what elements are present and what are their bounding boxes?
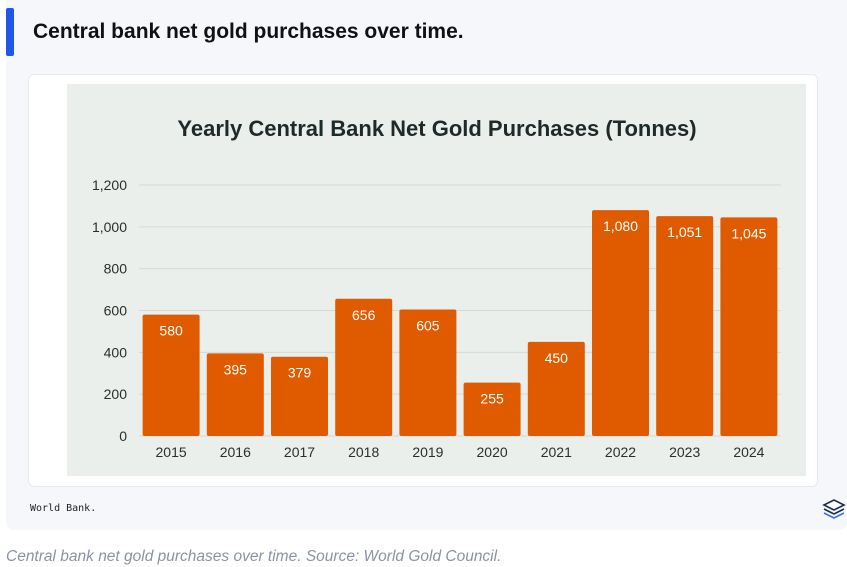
bar-2023 [656, 216, 714, 436]
bar-2024 [720, 217, 778, 436]
bar-value-label: 605 [416, 317, 440, 333]
bar-value-label: 580 [159, 323, 183, 339]
stacked-layers-icon [822, 499, 846, 519]
accent-bar [6, 8, 14, 56]
x-tick-label: 2018 [348, 444, 379, 460]
bar-value-label: 656 [352, 307, 376, 323]
y-tick-label: 600 [104, 303, 128, 319]
x-tick-label: 2024 [733, 444, 764, 460]
bar-value-label: 255 [480, 391, 504, 407]
x-tick-label: 2021 [541, 444, 572, 460]
bar-2017 [271, 356, 328, 436]
bar-value-label: 1,051 [667, 224, 702, 240]
bar-value-label: 1,045 [731, 225, 766, 241]
source-note: World Bank. [30, 503, 97, 514]
chart-title: Yearly Central Bank Net Gold Purchases (… [177, 116, 696, 141]
bar-2020 [463, 382, 521, 436]
x-tick-label: 2020 [477, 444, 508, 460]
x-tick-label: 2015 [156, 444, 187, 460]
bar-value-label: 450 [545, 350, 569, 366]
y-tick-label: 800 [104, 261, 128, 277]
y-tick-label: 1,200 [92, 177, 127, 193]
bar-2022 [592, 210, 649, 436]
y-tick-label: 400 [104, 344, 128, 360]
x-tick-label: 2019 [412, 444, 443, 460]
page-heading: Central bank net gold purchases over tim… [33, 20, 464, 43]
chart-area: Yearly Central Bank Net Gold Purchases (… [67, 84, 806, 476]
x-tick-label: 2023 [669, 444, 700, 460]
bar-2018 [335, 298, 393, 436]
x-tick-label: 2022 [605, 444, 636, 460]
x-tick-label: 2016 [220, 444, 251, 460]
bar-chart: Yearly Central Bank Net Gold Purchases (… [92, 116, 781, 460]
bar-2021 [527, 341, 585, 436]
bar-2015 [142, 314, 200, 436]
bar-2019 [399, 309, 457, 436]
bar-value-label: 1,080 [603, 218, 638, 234]
figure-caption: Central bank net gold purchases over tim… [6, 548, 502, 565]
bar-value-label: 395 [224, 361, 248, 377]
chart-card: Yearly Central Bank Net Gold Purchases (… [28, 74, 818, 487]
y-tick-label: 200 [104, 386, 128, 402]
y-tick-label: 0 [119, 428, 127, 444]
x-tick-label: 2017 [284, 444, 315, 460]
y-tick-label: 1,000 [92, 219, 127, 235]
bar-value-label: 379 [288, 365, 312, 381]
bar-2016 [206, 353, 264, 436]
